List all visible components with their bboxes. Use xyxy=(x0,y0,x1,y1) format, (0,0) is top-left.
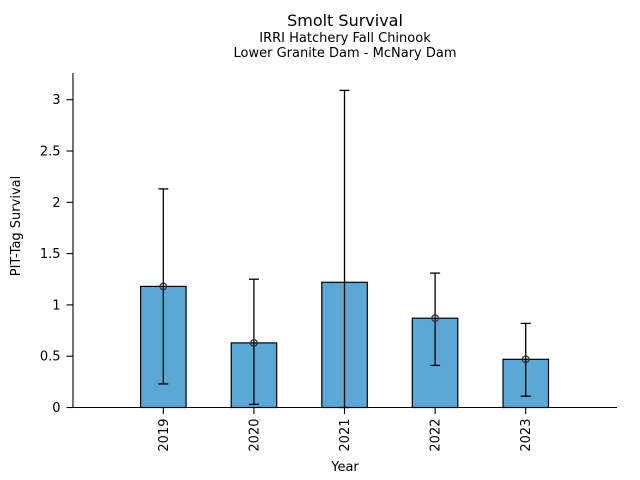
y-tick-label: 3 xyxy=(52,93,60,108)
x-tick-label: 2022 xyxy=(429,419,444,452)
y-tick-label: 1 xyxy=(52,298,60,313)
point-marker-2019 xyxy=(159,282,168,291)
point-marker-2022 xyxy=(431,314,440,323)
chart-subtitle-line1: IRRI Hatchery Fall Chinook xyxy=(259,31,431,46)
x-tick-label: 2023 xyxy=(519,419,534,452)
x-tick-label: 2021 xyxy=(338,419,353,452)
y-tick-label: 0.5 xyxy=(40,350,61,365)
chart-subtitle-line2: Lower Granite Dam - McNary Dam xyxy=(233,46,457,61)
x-axis-label: Year xyxy=(331,460,359,475)
chart-title: Smolt Survival xyxy=(287,11,403,30)
x-tick-label: 2019 xyxy=(157,419,172,452)
y-axis-label: PIT-Tag Survival xyxy=(9,175,24,277)
x-tick-label: 2020 xyxy=(247,419,262,452)
y-tick-label: 0 xyxy=(52,401,60,416)
point-marker-2023 xyxy=(521,355,530,364)
point-marker-2020 xyxy=(249,338,258,347)
y-tick-label: 2.5 xyxy=(40,145,61,160)
y-tick-label: 1.5 xyxy=(40,247,61,262)
y-tick-label: 2 xyxy=(52,196,60,211)
